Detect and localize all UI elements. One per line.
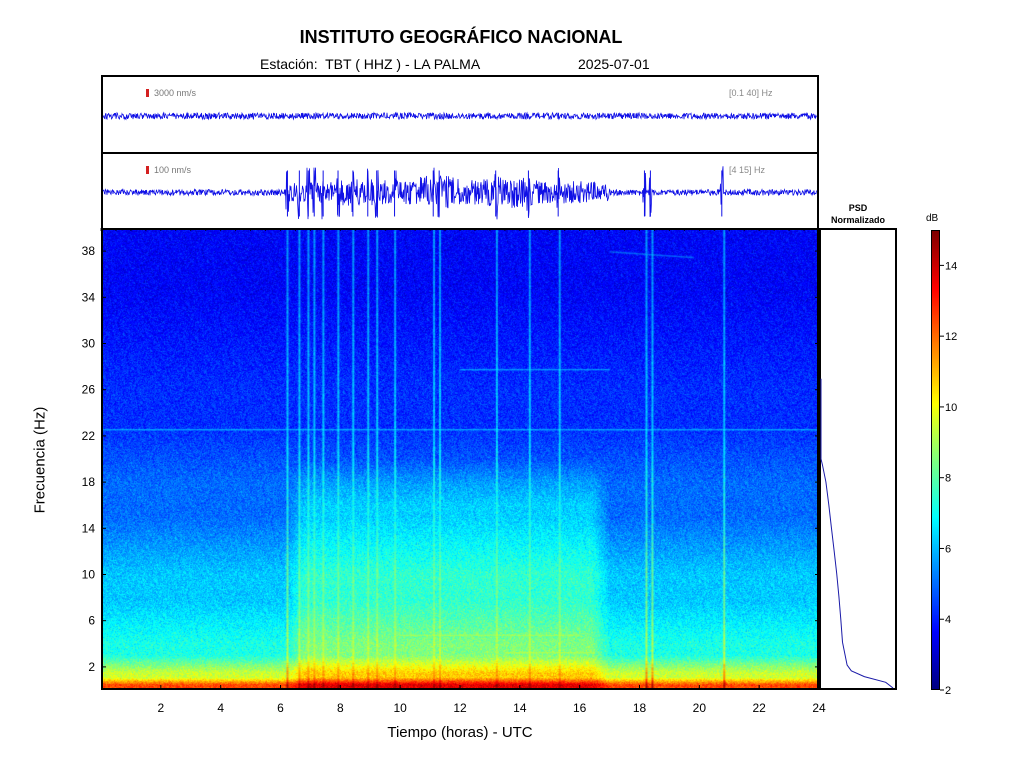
colorbar-tick-label: 10 [945,402,957,414]
psd-title-line1: PSD [848,203,868,213]
colorbar-tick-label: 6 [945,543,951,555]
x-tick-label: 14 [513,701,527,715]
waveform-trace-broadband [102,111,817,121]
colorbar-tick-label: 8 [945,473,951,485]
x-tick-label: 10 [393,701,407,715]
trace-scale-label: 100 nm/s [154,165,192,175]
x-tick-label: 4 [217,701,224,715]
spectrogram [101,228,819,690]
x-tick-label: 8 [337,701,344,715]
x-axis-label: Tiempo (horas) - UTC [387,724,533,741]
psd-title-line2: Normalizado [830,215,885,225]
psd-curve [820,378,894,689]
spectrogram-image [101,228,819,690]
waveform-trace-filtered [102,166,817,220]
page-title: INSTITUTO GEOGRÁFICO NACIONAL [299,27,623,47]
y-tick-label: 34 [82,290,96,304]
scale-bar-marker [146,166,149,174]
x-tick-label: 22 [752,701,766,715]
x-tick-label: 24 [812,701,826,715]
colorbar-unit: dB [926,213,939,224]
trace-filter-label: [0.1 40] Hz [729,88,773,98]
colorbar-tick-label: 2 [945,685,951,697]
trace-scale-label: 3000 nm/s [154,88,197,98]
x-tick-label: 12 [453,701,467,715]
colorbar-tick-label: 4 [945,614,951,626]
trace-filter-label: [4 15] Hz [729,165,766,175]
colorbar-tick-label: 14 [945,260,957,272]
y-tick-label: 6 [88,614,95,628]
colorbar [931,230,940,690]
x-tick-label: 20 [693,701,707,715]
waveform-path [102,111,817,121]
waveform-path [102,166,817,220]
psd-line [820,378,894,689]
y-tick-label: 10 [82,568,96,582]
date-label: 2025-07-01 [578,56,650,72]
station-label: Estación: TBT ( HHZ ) - LA PALMA [260,56,481,72]
y-tick-label: 38 [82,244,96,258]
y-axis-label: Frecuencia (Hz) [31,406,49,514]
psd-title: PSD Normalizado [819,202,897,226]
y-tick-label: 22 [82,429,96,443]
y-tick-label: 2 [88,660,95,674]
y-tick-label: 18 [82,475,96,489]
x-tick-label: 2 [157,701,164,715]
y-tick-label: 14 [82,521,96,535]
y-tick-label: 26 [82,383,96,397]
x-tick-label: 6 [277,701,284,715]
psd-panel [819,228,897,690]
scale-bar-marker [146,89,149,97]
x-tick-label: 16 [573,701,587,715]
y-tick-label: 30 [82,337,96,351]
colorbar-tick-label: 12 [945,331,957,343]
x-tick-label: 18 [633,701,647,715]
